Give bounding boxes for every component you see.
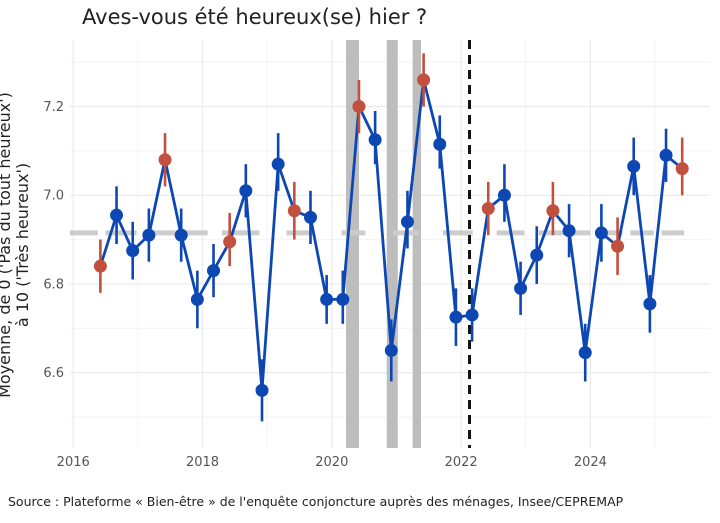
data-point xyxy=(546,204,560,218)
y-tick-label: 7.2 xyxy=(43,100,64,115)
shaded-period xyxy=(386,40,398,448)
data-point xyxy=(433,137,447,151)
data-point xyxy=(142,228,156,242)
data-point xyxy=(303,210,317,224)
x-tick-label: 2022 xyxy=(445,455,478,470)
data-point xyxy=(384,343,398,357)
data-point xyxy=(594,226,608,240)
data-point xyxy=(352,100,366,114)
data-point xyxy=(497,188,511,202)
y-tick-label: 7.0 xyxy=(43,189,64,204)
data-point xyxy=(271,157,285,171)
data-point xyxy=(449,310,463,324)
data-point xyxy=(481,202,495,216)
data-point xyxy=(643,297,657,311)
data-point xyxy=(158,153,172,167)
data-point xyxy=(223,235,237,249)
x-tick-label: 2016 xyxy=(57,455,90,470)
data-point xyxy=(627,159,641,173)
data-point xyxy=(562,224,576,238)
y-tick-label: 6.6 xyxy=(43,366,64,381)
data-point xyxy=(174,228,188,242)
data-point xyxy=(110,208,124,222)
data-point xyxy=(530,248,544,262)
data-point xyxy=(611,239,625,253)
x-tick-label: 2018 xyxy=(186,455,219,470)
y-tick-label: 6.8 xyxy=(43,277,64,292)
data-point xyxy=(675,162,689,176)
data-point xyxy=(417,73,431,87)
x-tick-label: 2024 xyxy=(574,455,607,470)
data-point xyxy=(287,204,301,218)
data-point xyxy=(659,148,673,162)
data-point xyxy=(126,244,140,258)
data-point xyxy=(239,184,253,198)
data-point xyxy=(255,383,269,397)
source-note: Source : Plateforme « Bien-être » de l'e… xyxy=(8,494,624,509)
chart-title: Aves-vous été heureux(se) hier ? xyxy=(82,5,428,29)
data-point xyxy=(207,264,221,278)
shaded-period xyxy=(412,40,422,448)
data-point xyxy=(514,281,528,295)
data-point xyxy=(320,292,334,306)
data-point xyxy=(578,346,592,360)
data-point xyxy=(400,215,414,229)
data-point xyxy=(93,259,107,273)
data-point xyxy=(190,292,204,306)
data-point xyxy=(465,308,479,322)
data-point xyxy=(336,292,350,306)
x-tick-label: 2020 xyxy=(315,455,348,470)
data-point xyxy=(368,133,382,147)
